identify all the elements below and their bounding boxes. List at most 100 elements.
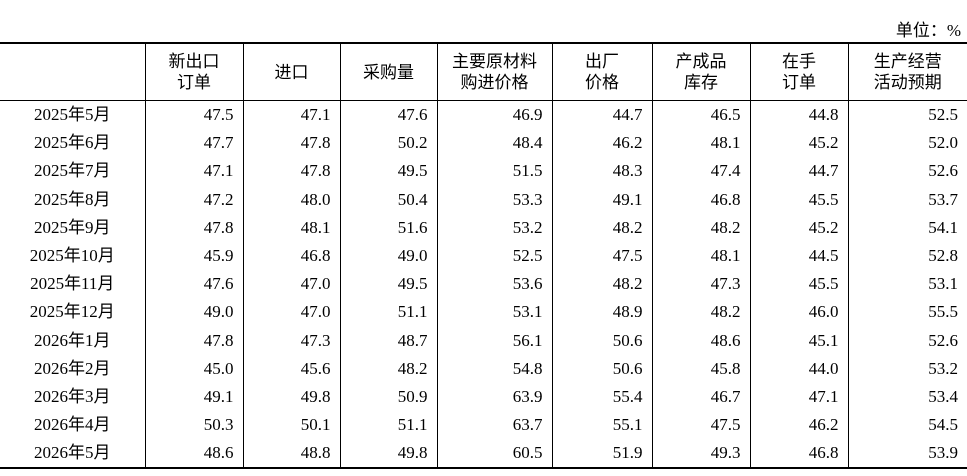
- value-cell: 53.6: [436, 270, 552, 299]
- header-cell: 进口: [242, 42, 340, 101]
- value-cell: 49.0: [339, 241, 437, 271]
- month-cell: 2025年11月: [30, 274, 115, 294]
- value-cell: 48.0: [242, 185, 340, 214]
- month-cell: 2025年10月: [29, 246, 115, 266]
- value-cell: 47.6: [339, 100, 437, 130]
- header-row: 新出口 订单 进口 采购量 主要原材料购进价格 出厂 价格 产成品 库存 在手订单 生产经营活动预期: [0, 42, 967, 101]
- value-cell: 44.0: [749, 354, 848, 383]
- value-cell: 45.2: [749, 213, 848, 242]
- header-line: 主要原材料: [452, 52, 537, 71]
- value-cell: 49.1: [144, 382, 243, 412]
- value-cell: 53.1: [847, 270, 967, 299]
- value-cell: 52.6: [847, 326, 967, 355]
- header-cell: 出厂 价格: [551, 42, 652, 101]
- value-cell: 52.6: [847, 157, 967, 186]
- value-cell: 63.7: [436, 411, 552, 440]
- value-cell: 47.5: [144, 100, 243, 130]
- value-cell: 51.5: [436, 157, 552, 186]
- table-row: 2025年5月 47.5 47.1 47.6 46.9 44.7 46.5 44.8 52.5: [0, 100, 967, 130]
- value-cell: 53.4: [847, 382, 967, 412]
- value-cell: 48.2: [551, 270, 652, 299]
- value-cell: 44.8: [749, 100, 848, 130]
- value-cell: 45.1: [749, 326, 848, 355]
- value-cell: 47.5: [551, 241, 652, 271]
- value-cell: 48.8: [242, 439, 340, 470]
- value-cell: 47.0: [242, 298, 340, 327]
- month-cell: 2025年9月: [34, 217, 111, 237]
- value-cell: 50.6: [551, 326, 652, 355]
- value-cell: 46.8: [749, 439, 848, 470]
- value-cell: 49.5: [339, 270, 437, 299]
- header-cell: 产成品 库存: [651, 42, 750, 101]
- value-cell: 54.5: [847, 411, 967, 440]
- value-cell: 48.3: [551, 157, 652, 186]
- header-line: 出厂: [585, 52, 619, 71]
- value-cell: 47.0: [242, 270, 340, 299]
- value-cell: 50.6: [551, 354, 652, 383]
- value-cell: 48.6: [144, 439, 243, 470]
- value-cell: 53.3: [436, 185, 552, 214]
- value-cell: 46.7: [651, 382, 750, 412]
- header-line: 在手: [782, 52, 816, 71]
- value-cell: 47.8: [144, 213, 243, 242]
- value-cell: 47.3: [242, 326, 340, 355]
- unit-label: 单位：%: [895, 21, 961, 40]
- value-cell: 48.2: [651, 298, 750, 327]
- value-cell: 51.6: [339, 213, 437, 242]
- header-line: 进口: [274, 62, 309, 82]
- value-cell: 50.3: [144, 411, 243, 440]
- value-cell: 48.2: [551, 213, 652, 242]
- month-cell: 2025年8月: [34, 189, 111, 209]
- value-cell: 48.1: [242, 213, 340, 242]
- value-cell: 47.8: [242, 129, 340, 158]
- value-cell: 48.1: [651, 129, 750, 158]
- table-row: 2026年4月 50.3 50.1 51.1 63.7 55.1 47.5 46.2 54.5: [0, 411, 967, 440]
- value-cell: 46.8: [242, 241, 340, 271]
- header-line: 库存: [684, 73, 718, 92]
- header-line: 采购量: [363, 62, 414, 82]
- value-cell: 48.2: [651, 213, 750, 242]
- value-cell: 52.5: [436, 241, 552, 271]
- value-cell: 47.1: [749, 382, 848, 412]
- value-cell: 53.2: [436, 213, 552, 242]
- table-row: 2025年8月 47.2 48.0 50.4 53.3 49.1 46.8 45.5 53.7: [0, 185, 967, 214]
- value-cell: 53.7: [847, 185, 967, 214]
- value-cell: 47.4: [651, 157, 750, 186]
- month-cell: 2026年3月: [34, 386, 111, 406]
- value-cell: 49.8: [242, 382, 340, 412]
- value-cell: 48.6: [651, 326, 750, 355]
- value-cell: 47.1: [242, 100, 340, 130]
- month-cell: 2026年1月: [34, 330, 111, 350]
- corner-cell: [0, 42, 145, 101]
- table-row: 2025年10月 45.9 46.8 49.0 52.5 47.5 48.1 44.5 52.8: [0, 241, 967, 271]
- value-cell: 45.5: [749, 185, 848, 214]
- month-cell: 2025年12月: [29, 302, 115, 322]
- value-cell: 51.9: [551, 439, 652, 470]
- header-line: 订单: [782, 73, 816, 92]
- value-cell: 45.2: [749, 129, 848, 158]
- header-line: 活动预期: [873, 73, 942, 92]
- value-cell: 54.8: [436, 354, 552, 383]
- table-row: 2026年1月 47.8 47.3 48.7 56.1 50.6 48.6 45.1 52.6: [0, 326, 967, 355]
- value-cell: 45.9: [144, 241, 243, 271]
- value-cell: 45.8: [651, 354, 750, 383]
- value-cell: 52.8: [847, 241, 967, 271]
- value-cell: 47.3: [651, 270, 750, 299]
- value-cell: 45.6: [242, 354, 340, 383]
- value-cell: 47.7: [144, 129, 243, 158]
- table-row: 2025年6月 47.7 47.8 50.2 48.4 46.2 48.1 45.2 52.0: [0, 129, 967, 158]
- value-cell: 47.1: [144, 157, 243, 186]
- value-cell: 60.5: [436, 439, 552, 470]
- value-cell: 46.2: [551, 129, 652, 158]
- value-cell: 49.5: [339, 157, 437, 186]
- table-row: 2026年2月 45.0 45.6 48.2 54.8 50.6 45.8 44.0 53.2: [0, 354, 967, 383]
- header-line: 生产经营: [873, 52, 942, 71]
- header-cell: 新出口 订单: [144, 42, 243, 101]
- value-cell: 47.8: [242, 157, 340, 186]
- value-cell: 51.1: [339, 411, 437, 440]
- table-row: 2026年5月 48.6 48.8 49.8 60.5 51.9 49.3 46.8 53.9: [0, 439, 967, 470]
- value-cell: 49.1: [551, 185, 652, 214]
- value-cell: 52.5: [847, 100, 967, 130]
- value-cell: 46.8: [651, 185, 750, 214]
- header-line: 购进价格: [460, 73, 529, 92]
